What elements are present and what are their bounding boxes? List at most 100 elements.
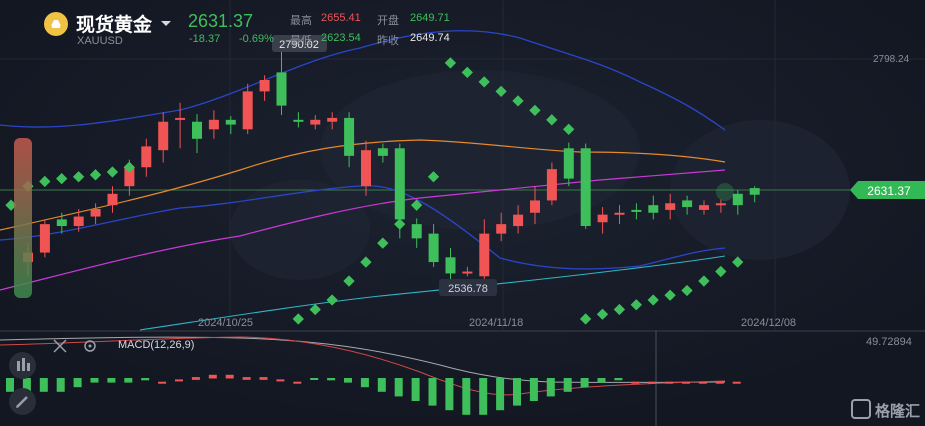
bollinger-lower-band: [0, 184, 726, 270]
candle-body: [428, 233, 439, 263]
candle-body: [276, 72, 287, 106]
macd-bar: [22, 378, 31, 397]
macd-bar: [682, 381, 690, 384]
candle-body: [530, 200, 540, 213]
psar-dot: [343, 275, 355, 287]
macd-histogram: [6, 374, 741, 415]
candle-body: [546, 169, 557, 201]
psar-dot: [427, 171, 440, 183]
macd-bar: [529, 378, 538, 401]
candle-body: [361, 150, 371, 187]
low-label: 最低: [290, 35, 312, 47]
macd-bar: [225, 374, 234, 379]
macd-bar: [175, 379, 183, 382]
psar-dot: [579, 313, 592, 325]
macd-bar: [428, 378, 437, 406]
candle-body: [394, 148, 405, 220]
price-axis-label: 2798.24: [873, 54, 910, 65]
macd-bar: [158, 381, 167, 384]
settings-icon[interactable]: [82, 338, 98, 354]
last-price-glow: [716, 183, 734, 201]
macd-bar: [580, 378, 589, 388]
candle-body: [192, 121, 202, 139]
bollinger-upper-band: [0, 30, 726, 131]
macd-bar: [360, 378, 369, 388]
draw-pencil-icon[interactable]: [9, 388, 36, 415]
candle-body: [56, 219, 67, 227]
macd-bar: [513, 378, 521, 406]
macd-bar: [732, 381, 741, 384]
candle-body: [259, 80, 270, 92]
candle-body: [158, 121, 169, 151]
candle-body: [496, 224, 507, 234]
candle-body: [631, 209, 642, 212]
watermark-logo: 格隆汇: [851, 399, 920, 421]
macd-bar: [479, 378, 488, 415]
macd-bar: [141, 378, 150, 381]
macd-bar: [124, 378, 133, 383]
macd-bar: [648, 381, 657, 384]
macd-bar: [73, 378, 82, 388]
crosshair-icon[interactable]: [52, 338, 68, 354]
macd-bar: [242, 377, 251, 380]
ma-orange: [0, 139, 726, 231]
candle-body: [462, 271, 473, 274]
high-marker: 2790.02: [272, 35, 327, 52]
candlestick-series: [23, 43, 760, 284]
candle-body: [479, 233, 490, 277]
macd-bar: [546, 378, 555, 397]
candle-body: [90, 208, 101, 217]
psar-dot: [630, 299, 642, 311]
psar-dot: [39, 175, 51, 188]
candle-body: [208, 119, 219, 130]
macd-bar: [208, 374, 217, 379]
psar-dot: [410, 199, 423, 211]
macd-axis-label: 49.72894: [866, 336, 912, 348]
candle-body: [377, 148, 388, 156]
chevron-down-icon[interactable]: [161, 21, 171, 26]
high-marker-label: 2790.02: [279, 39, 319, 51]
current-price-tag: 2631.37: [850, 181, 925, 199]
instrument-symbol: XAUUSD: [77, 35, 123, 47]
macd-bar: [462, 378, 471, 415]
macd-bar: [715, 381, 724, 384]
macd-bar: [496, 378, 505, 411]
psar-dot: [394, 218, 406, 230]
macd-bar: [394, 378, 403, 397]
current-price-tag-label: 2631.37: [867, 184, 911, 198]
indicator-icon[interactable]: [9, 352, 36, 379]
candle-body: [648, 205, 659, 213]
quote-header: 现货黄金 XAUUSD 2631.37 -18.37 -0.69% 最高 265…: [0, 0, 600, 52]
macd-bar: [191, 377, 200, 380]
candle-body: [563, 148, 574, 179]
macd-bar: [411, 378, 420, 401]
macd-bar: [563, 378, 572, 392]
price-change: -18.37: [189, 33, 221, 45]
low-marker-label: 2536.78: [448, 283, 488, 295]
macd-bar: [259, 377, 268, 380]
candle-body: [699, 205, 709, 210]
macd-bar: [293, 381, 302, 384]
macd-bar: [327, 378, 336, 381]
date-label-1: 2024/10/25: [198, 317, 254, 329]
candle-body: [242, 91, 253, 130]
macd-bar: [90, 378, 99, 383]
instrument-title[interactable]: 现货黄金: [76, 15, 153, 36]
candle-body: [344, 117, 355, 156]
psar-dot: [360, 256, 372, 268]
psar-dot: [613, 303, 626, 316]
psar-dot: [732, 256, 744, 268]
macd-bar: [377, 378, 386, 392]
candle-body: [614, 212, 625, 215]
macd-bar: [614, 378, 623, 381]
last-price: 2631.37: [188, 11, 254, 31]
macd-bar: [698, 381, 707, 384]
date-label-2: 2024/11/18: [469, 317, 524, 329]
macd-indicator-label[interactable]: MACD(12,26,9): [118, 339, 195, 351]
high-value: 2655.41: [321, 12, 361, 24]
prev-close-label: 昨收: [377, 35, 399, 47]
psar-dot: [715, 265, 727, 278]
open-value: 2649.71: [410, 12, 450, 24]
